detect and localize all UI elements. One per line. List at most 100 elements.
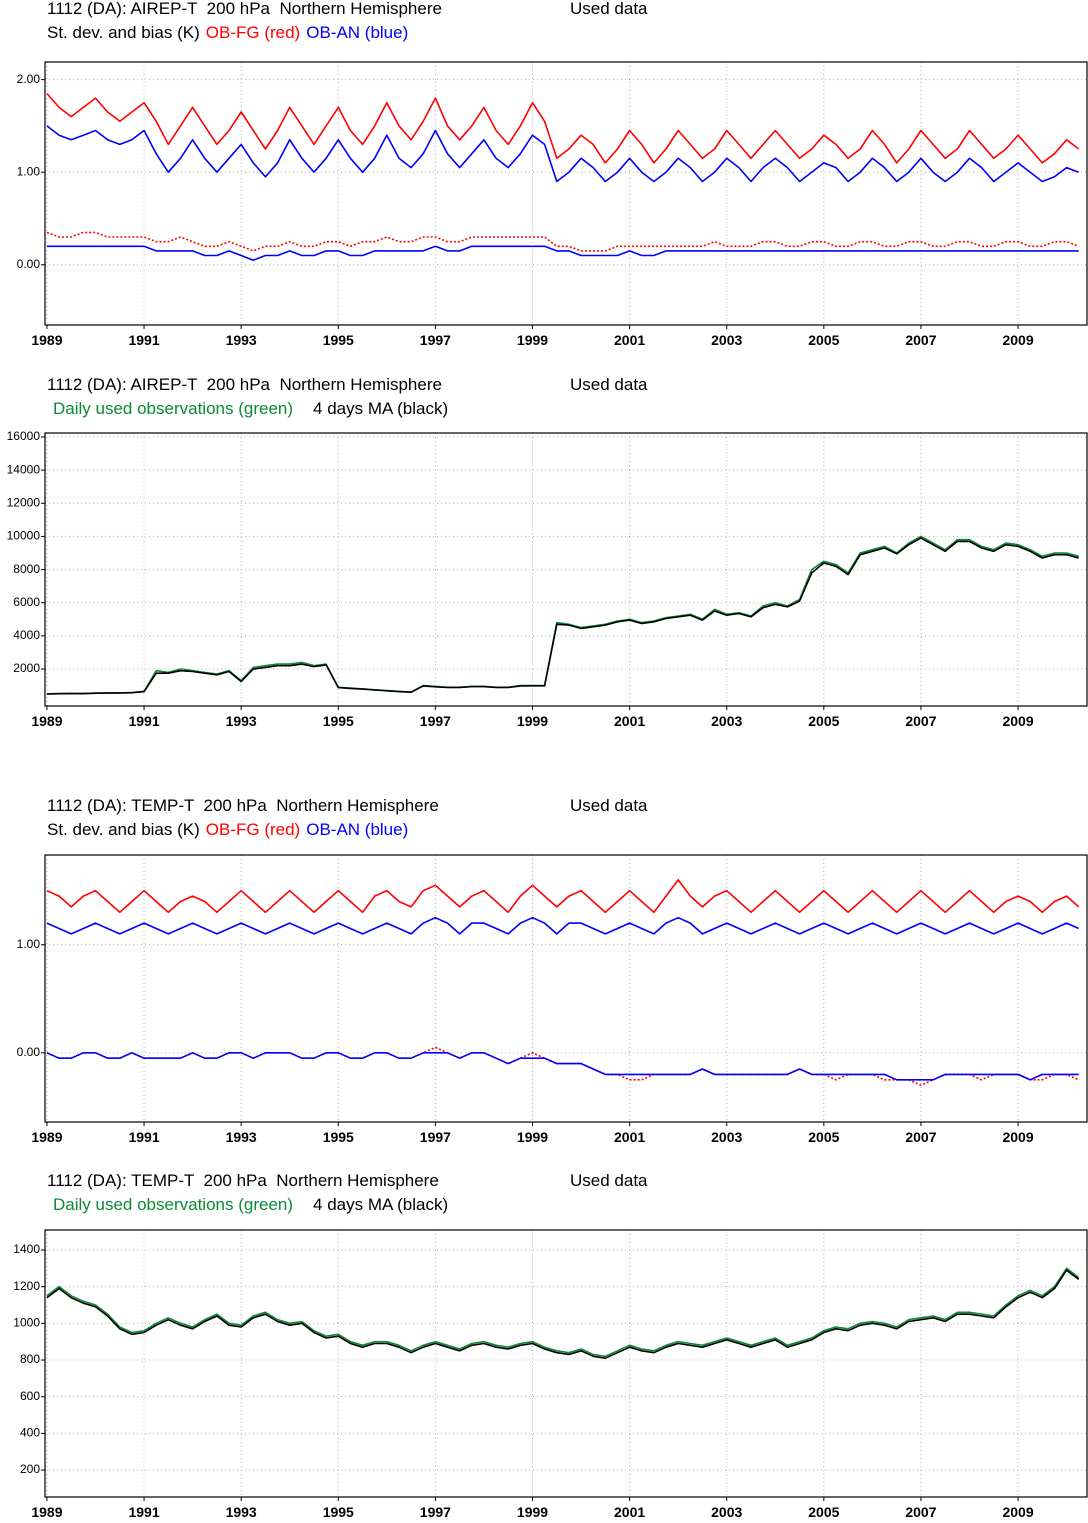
count-line (46, 1269, 1080, 1359)
x-tick-label: 2001 (614, 1504, 645, 1520)
plot-frame (44, 61, 1088, 326)
x-tick-label: 1995 (323, 1504, 354, 1520)
x-tick-label: 2001 (614, 713, 645, 729)
panel-status: Used data (570, 0, 648, 18)
x-tick-label: 2009 (1002, 1129, 1033, 1145)
legend: St. dev. and bias (K) OB-FG (red) OB-AN (b… (47, 23, 408, 42)
x-tick-label: 1991 (128, 1504, 159, 1520)
x-tick-label: 1999 (517, 1129, 548, 1145)
x-tick-label: 2003 (711, 1129, 742, 1145)
x-tick-label: 2001 (614, 1129, 645, 1145)
x-tick-label: 2009 (1002, 332, 1033, 348)
x-tick-label: 1993 (226, 1504, 257, 1520)
x-tick-label: 2003 (711, 1504, 742, 1520)
y-tick-label: 0.00 (17, 257, 41, 271)
legend-entry: 4 days MA (black) (313, 399, 448, 418)
x-tick-label: 2007 (905, 332, 936, 348)
x-tick-label: 2009 (1002, 713, 1033, 729)
stdev-line (46, 879, 1080, 914)
plot-series (46, 535, 1079, 695)
y-axis-label: St. dev. and bias (K) (47, 23, 200, 42)
stdev-line (46, 92, 1080, 164)
x-tick-label: 1993 (226, 1129, 257, 1145)
x-tick-label: 1999 (517, 713, 548, 729)
y-tick-label: 6000 (13, 595, 40, 609)
x-tick-label: 1995 (323, 1129, 354, 1145)
y-tick-label: 600 (20, 1389, 40, 1403)
bias-line (46, 231, 1079, 252)
x-tick-label: 1991 (128, 332, 159, 348)
x-tick-label: 2005 (808, 1504, 839, 1520)
x-tick-label: 1995 (323, 713, 354, 729)
y-tick-label: 400 (20, 1426, 40, 1440)
y-tick-label: 1000 (13, 1316, 40, 1330)
stdev-line (46, 125, 1079, 183)
plot-series (46, 1267, 1080, 1359)
legend-entry: OB-AN (blue) (306, 23, 408, 42)
stdev-line (46, 916, 1080, 935)
x-tick-label: 1999 (517, 1504, 548, 1520)
y-tick-label: 2000 (13, 661, 40, 675)
count-line (46, 1267, 1080, 1358)
bias-line (46, 1052, 1079, 1081)
y-tick-label: 1400 (13, 1242, 40, 1256)
x-tick-label: 1995 (323, 332, 354, 348)
panel-title: 1112 (DA): TEMP-T 200 hPa Northern Hemis… (47, 1171, 439, 1190)
x-tick-label: 2007 (905, 1504, 936, 1520)
legend: Daily used observations (green) 4 days MA… (53, 399, 448, 418)
x-tick-label: 2003 (711, 713, 742, 729)
plot-frame (44, 432, 1088, 707)
x-tick-label: 2005 (808, 1129, 839, 1145)
x-tick-label: 1989 (31, 713, 62, 729)
panel-title: 1112 (DA): TEMP-T 200 hPa Northern Hemis… (47, 796, 439, 815)
plot-series (46, 879, 1080, 1086)
plot-frame (44, 854, 1088, 1123)
y-tick-label: 2.00 (17, 72, 41, 86)
panel-status: Used data (570, 375, 648, 394)
x-tick-label: 2007 (905, 713, 936, 729)
legend: St. dev. and bias (K) OB-FG (red) OB-AN (b… (47, 820, 408, 839)
legend-entry: Daily used observations (green) (53, 1195, 293, 1214)
count-line (46, 537, 1079, 695)
y-tick-label: 16000 (7, 429, 41, 443)
x-tick-label: 1991 (128, 1129, 159, 1145)
legend-entry: OB-AN (blue) (306, 820, 408, 839)
legend-entry: 4 days MA (black) (313, 1195, 448, 1214)
x-tick-label: 1997 (420, 1129, 451, 1145)
y-tick-label: 1.00 (17, 164, 41, 178)
y-axis-label: St. dev. and bias (K) (47, 820, 200, 839)
x-tick-label: 2007 (905, 1129, 936, 1145)
y-tick-label: 0.00 (17, 1045, 41, 1059)
x-tick-label: 1999 (517, 332, 548, 348)
count-line (46, 535, 1079, 695)
x-tick-label: 2005 (808, 713, 839, 729)
x-tick-label: 1997 (420, 713, 451, 729)
y-tick-label: 10000 (7, 529, 41, 543)
y-tick-label: 4000 (13, 628, 40, 642)
y-tick-label: 800 (20, 1352, 40, 1366)
plot-series (46, 92, 1080, 261)
x-tick-label: 1989 (31, 1129, 62, 1145)
panel-title: 1112 (DA): AIREP-T 200 hPa Northern Hemi… (47, 0, 442, 18)
panel-title: 1112 (DA): AIREP-T 200 hPa Northern Hemi… (47, 375, 442, 394)
x-tick-label: 1993 (226, 332, 257, 348)
x-tick-label: 1997 (420, 332, 451, 348)
x-tick-label: 1989 (31, 1504, 62, 1520)
legend-entry: Daily used observations (green) (53, 399, 293, 418)
x-tick-label: 1991 (128, 713, 159, 729)
y-tick-label: 1.00 (17, 937, 41, 951)
y-tick-label: 8000 (13, 562, 40, 576)
legend-entry: OB-FG (red) (206, 23, 300, 42)
legend-entry: OB-FG (red) (206, 820, 300, 839)
x-tick-label: 2005 (808, 332, 839, 348)
x-tick-label: 2003 (711, 332, 742, 348)
panel-status: Used data (570, 796, 648, 815)
y-tick-label: 200 (20, 1462, 40, 1476)
x-tick-label: 1993 (226, 713, 257, 729)
panel-status: Used data (570, 1171, 648, 1190)
y-tick-label: 14000 (7, 462, 41, 476)
x-tick-label: 1989 (31, 332, 62, 348)
x-tick-label: 2001 (614, 332, 645, 348)
x-tick-label: 2009 (1002, 1504, 1033, 1520)
